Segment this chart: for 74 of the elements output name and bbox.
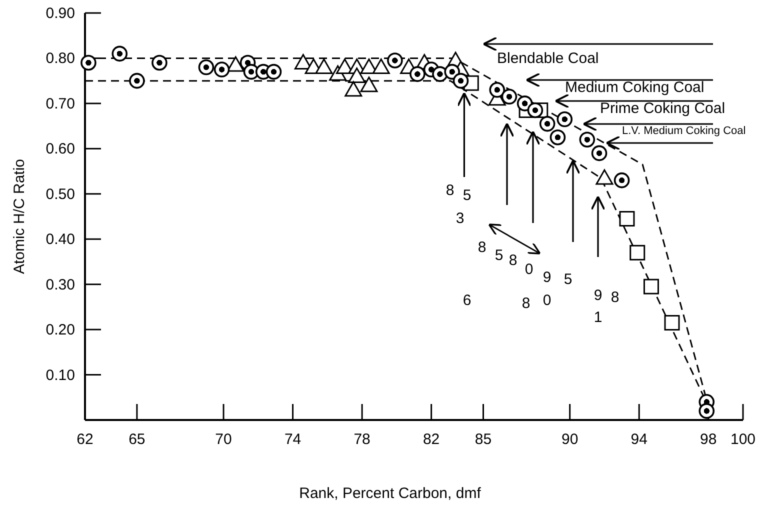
annotation: 8 <box>478 239 486 256</box>
annotation: 0 <box>542 292 552 309</box>
point <box>596 169 614 185</box>
point <box>214 62 230 78</box>
y-tick-label: 0.70 <box>46 95 75 112</box>
point <box>372 58 390 74</box>
x-tick-label: 82 <box>422 431 440 448</box>
point <box>344 81 362 97</box>
point <box>348 68 366 84</box>
x-tick-label: 98 <box>700 431 717 448</box>
point <box>591 145 608 162</box>
x-tick-label: 100 <box>730 431 756 448</box>
annotation: 5 <box>564 271 572 288</box>
point <box>410 66 426 82</box>
annotation: 6 <box>462 292 472 309</box>
point <box>698 403 715 419</box>
point <box>80 54 96 71</box>
y-tick-label: 0.50 <box>46 186 75 203</box>
x-tick-label: 65 <box>128 431 146 448</box>
annotation: 9 <box>594 287 602 304</box>
y-tick-label: 0.40 <box>46 231 75 248</box>
point <box>432 66 448 82</box>
annotation: 1 <box>594 309 602 326</box>
x-tick-label: 62 <box>76 431 94 448</box>
x-tick-label: 78 <box>354 431 370 448</box>
x-tick-label: 90 <box>562 431 578 448</box>
y-axis-title: Atomic H/C Ratio <box>11 158 28 274</box>
point <box>614 172 630 188</box>
point <box>315 58 333 74</box>
point <box>579 132 596 148</box>
point <box>198 59 214 76</box>
point <box>501 88 518 105</box>
point <box>266 64 282 80</box>
point <box>294 54 312 70</box>
point <box>444 64 460 80</box>
annotation: 5 <box>462 187 472 204</box>
y-tick-label: 0.10 <box>46 366 75 384</box>
annotation: 9 <box>542 269 552 286</box>
point <box>550 129 566 146</box>
annotation: 8 <box>610 289 620 306</box>
point <box>129 72 145 89</box>
annotation: L.V. Medium Coking Coal <box>622 125 746 137</box>
point <box>527 102 544 118</box>
y-tick-label: 0.30 <box>46 276 75 294</box>
point <box>489 82 506 98</box>
point <box>619 211 635 227</box>
point <box>360 76 378 92</box>
annotation: 8 <box>522 295 530 312</box>
annotation: 8 <box>508 252 518 269</box>
point <box>539 116 556 132</box>
point <box>630 244 646 260</box>
annotation: Blendable Coal <box>497 50 599 67</box>
point <box>152 54 168 71</box>
point <box>643 278 659 294</box>
annotation: 3 <box>456 210 464 227</box>
y-tick-label: 0.60 <box>46 140 75 158</box>
point <box>112 46 128 62</box>
x-tick-label: 74 <box>284 431 302 448</box>
annotation: 8 <box>446 182 454 199</box>
x-tick-label: 94 <box>630 431 648 448</box>
y-tick-label: 0.20 <box>46 322 75 339</box>
y-tick-label: 0.90 <box>46 5 75 22</box>
x-tick-label: 70 <box>215 431 232 448</box>
annotation: 0 <box>524 261 534 278</box>
point <box>387 52 403 68</box>
x-axis-title: Rank, Percent Carbon, dmf <box>299 485 482 502</box>
annotation: Medium Coking Coal <box>565 79 704 96</box>
point <box>664 315 680 331</box>
point <box>452 72 469 89</box>
annotation: Prime Coking Coal <box>600 100 726 117</box>
x-tick-label: 85 <box>474 431 492 448</box>
point <box>556 111 573 128</box>
annotation: 5 <box>494 247 504 264</box>
y-tick-label: 0.80 <box>46 50 75 68</box>
